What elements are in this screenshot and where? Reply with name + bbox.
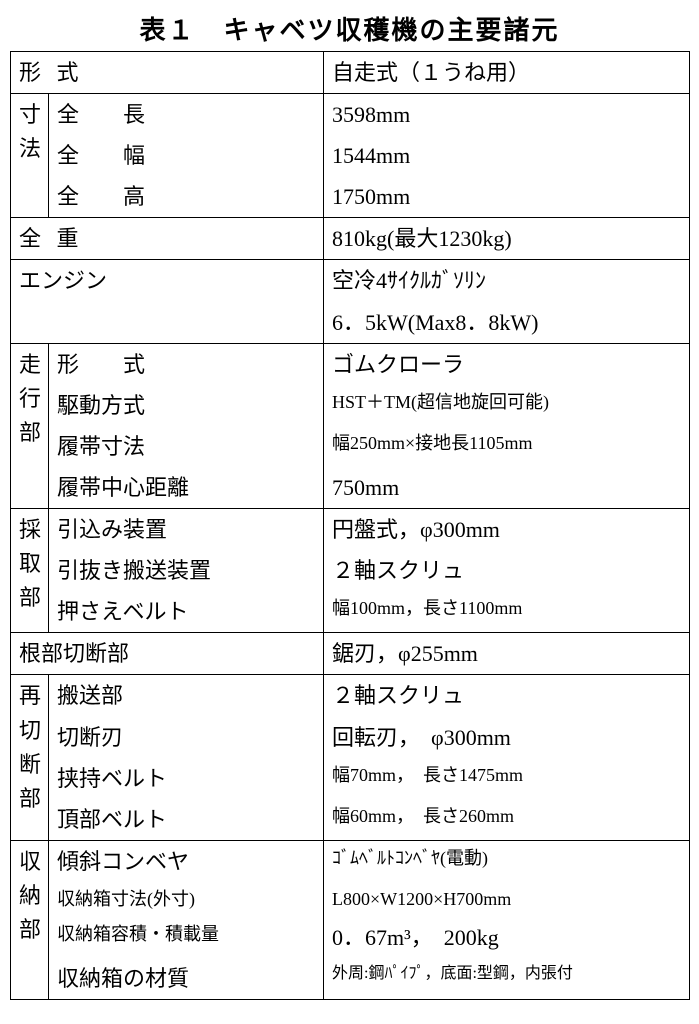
row-drive-label: 駆動方式 <box>49 385 324 426</box>
row-track-center-label: 履帯中心距離 <box>49 467 324 509</box>
row-rootcut-label: 根部切断部 <box>11 633 324 675</box>
row-weight-label2: 重 <box>49 218 324 260</box>
row-height-value: 1750mm <box>324 176 690 218</box>
row-boxcap-value: 0．67m³， 200kg <box>324 917 690 958</box>
row-width-value: 1544mm <box>324 135 690 176</box>
row-length-label: 全 長 <box>49 94 324 136</box>
row-type-label2: 式 <box>49 52 324 94</box>
row-gripbelt-label: 挟持ベルト <box>49 758 324 799</box>
row-travel-type-label: 形 式 <box>49 343 324 385</box>
group-recut-label: 再 切 断 部 <box>11 675 49 840</box>
row-inclineconv-value: ｺﾞﾑﾍﾞﾙﾄｺﾝﾍﾞﾔ(電動) <box>324 840 690 882</box>
row-length-value: 3598mm <box>324 94 690 136</box>
row-track-dim-value: 幅250mm×接地長1105mm <box>324 426 690 467</box>
row-pressbelt-value: 幅100mm，長さ1100mm <box>324 591 690 633</box>
row-gripbelt-value: 幅70mm， 長さ1475mm <box>324 758 690 799</box>
row-weight-label1: 全 <box>11 218 49 260</box>
row-weight-value: 810kg(最大1230kg) <box>324 218 690 260</box>
group-storage-label: 収 納 部 <box>11 840 49 999</box>
row-topbelt-value: 幅60mm， 長さ260mm <box>324 799 690 841</box>
row-boxdim-value: L800×W1200×H700mm <box>324 882 690 917</box>
row-convey-label: 搬送部 <box>49 675 324 717</box>
row-extract-value: ２軸スクリュ <box>324 550 690 591</box>
row-rootcut-value: 鋸刃，φ255mm <box>324 633 690 675</box>
row-blade-value: 回転刃， φ300mm <box>324 717 690 758</box>
row-boxmat-label: 収納箱の材質 <box>49 958 324 1000</box>
row-width-label: 全 幅 <box>49 135 324 176</box>
row-boxdim-label: 収納箱寸法(外寸) <box>49 882 324 917</box>
group-dimensions-label: 寸 法 <box>11 94 49 218</box>
row-track-center-value: 750mm <box>324 467 690 509</box>
row-travel-type-value: ゴムクローラ <box>324 343 690 385</box>
spec-table: 形 式 自走式（１うね用） 寸 法 全 長 3598mm 全 幅 1544mm … <box>10 51 690 1000</box>
row-blade-label: 切断刃 <box>49 717 324 758</box>
row-extract-label: 引抜き搬送装置 <box>49 550 324 591</box>
row-type-value: 自走式（１うね用） <box>324 52 690 94</box>
row-pullin-value: 円盤式，φ300mm <box>324 509 690 551</box>
row-engine-label: エンジン <box>11 260 324 343</box>
row-inclineconv-label: 傾斜コンベヤ <box>49 840 324 882</box>
table-title: 表１ キャベツ収穫機の主要諸元 <box>10 10 689 47</box>
group-harvest-label: 採 取 部 <box>11 509 49 633</box>
row-track-dim-label: 履帯寸法 <box>49 426 324 467</box>
row-height-label: 全 高 <box>49 176 324 218</box>
row-convey-value: ２軸スクリュ <box>324 675 690 717</box>
row-boxcap-label: 収納箱容積・積載量 <box>49 917 324 958</box>
row-engine-value1: 空冷4ｻｲｸﾙｶﾞｿﾘﾝ <box>324 260 690 302</box>
row-pullin-label: 引込み装置 <box>49 509 324 551</box>
row-drive-value: HST＋TM(超信地旋回可能) <box>324 385 690 426</box>
row-pressbelt-label: 押さえベルト <box>49 591 324 633</box>
row-topbelt-label: 頂部ベルト <box>49 799 324 841</box>
group-travel-label: 走 行 部 <box>11 343 49 508</box>
row-boxmat-value: 外周:鋼ﾊﾟｲﾌﾟ，底面:型鋼，内張付 <box>324 958 690 1000</box>
row-engine-value2: 6．5kW(Max8．8kW) <box>324 302 690 344</box>
row-type-label1: 形 <box>11 52 49 94</box>
